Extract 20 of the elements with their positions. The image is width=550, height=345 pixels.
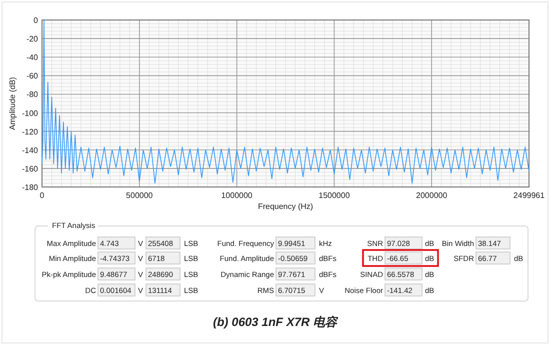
y-tick-label: -140 xyxy=(22,146,39,155)
text: (b) 0603 1nF X7R 电容 xyxy=(212,315,340,329)
line-series xyxy=(42,20,530,184)
y-tick-label: -180 xyxy=(22,183,39,192)
x-tick-label: 2499961 xyxy=(513,191,546,200)
x-axis-title: Frequency (Hz) xyxy=(258,202,314,211)
y-tick-label: 0 xyxy=(34,16,39,25)
x-tick-label: 1500000 xyxy=(318,191,350,200)
y-tick-label: -80 xyxy=(26,90,39,100)
x-tick-label: 1000000 xyxy=(221,191,253,200)
y-tick-label: -100 xyxy=(22,108,39,118)
y-tick-label: -40 xyxy=(26,53,39,62)
x-tick-label: 0 xyxy=(40,191,45,200)
y-tick-label: -120 xyxy=(22,127,39,136)
y-tick-label: -160 xyxy=(22,164,39,174)
x-tick-label: 500000 xyxy=(126,191,154,200)
y-tick-label: -60 xyxy=(26,72,39,81)
y-axis-title: Amplitude (dB) xyxy=(8,76,17,130)
x-tick-label: 2000000 xyxy=(416,191,448,200)
y-tick-label: -20 xyxy=(26,34,39,44)
